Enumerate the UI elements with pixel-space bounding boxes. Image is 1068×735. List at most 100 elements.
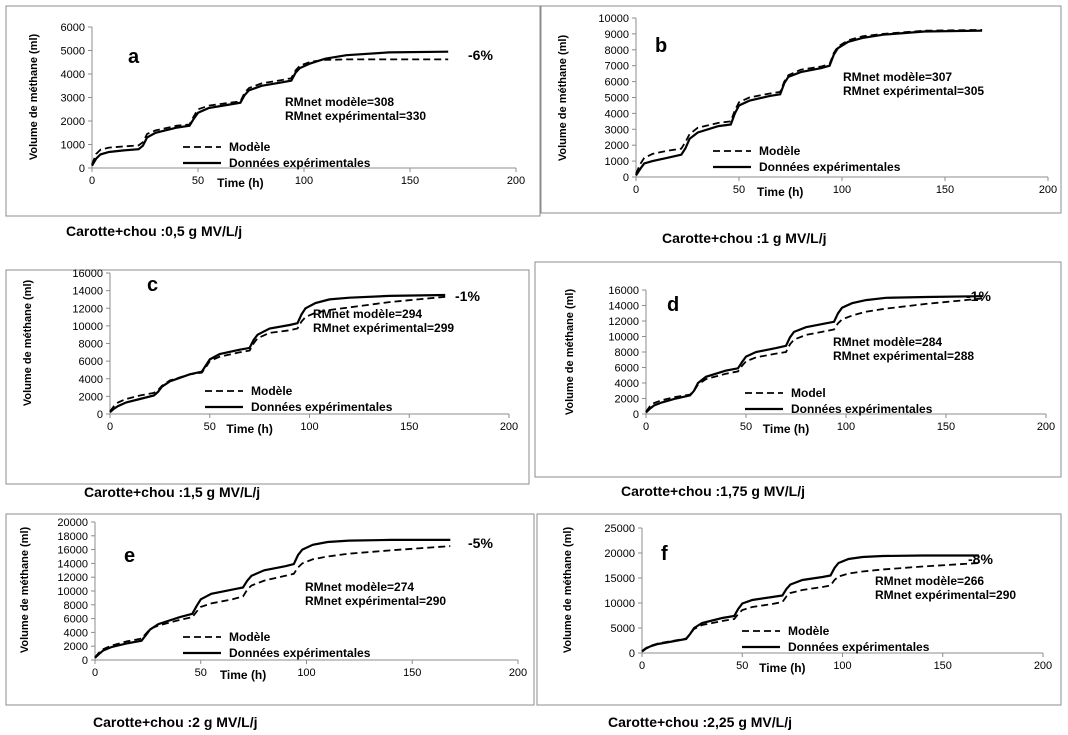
y-tick-label: 14000 <box>72 286 103 298</box>
series-line-experimental <box>94 538 451 659</box>
y-tick-label: 0 <box>633 409 639 421</box>
panel-f: 0 5000 10000 15000 20000 25000 0 50 100 150 200 Tim… <box>536 513 1062 706</box>
legend-label-model: Modèle <box>229 140 271 154</box>
x-tick-label: 200 <box>500 421 518 433</box>
y-axis-title: Volume de méthane (ml) <box>564 289 576 416</box>
x-tick-label: 150 <box>400 421 418 433</box>
y-tick-label: 8000 <box>615 347 639 359</box>
y-tick-label: 2000 <box>64 641 88 653</box>
y-tick-label: 3000 <box>605 124 629 136</box>
panel-e: 0200040006000800010000120001400016000180… <box>5 513 535 706</box>
x-axis-title: Time (h) <box>759 661 805 675</box>
y-tick-label: 0 <box>97 409 103 421</box>
y-tick-label: 25000 <box>604 523 635 535</box>
rmnet-model-label: RMnet modèle=284 <box>833 335 942 349</box>
legend-label-experimental: Données expérimentales <box>229 156 371 170</box>
y-axis-title: Volume de méthane (ml) <box>557 35 569 162</box>
legend-label-experimental: Données expérimentales <box>791 402 933 416</box>
y-tick-label: 5000 <box>611 623 635 635</box>
y-tick-label: 4000 <box>615 378 639 390</box>
y-tick-label: 2000 <box>605 140 629 152</box>
panel-caption: Carotte+chou :1,5 g MV/L/j <box>84 484 260 500</box>
y-tick-label: 2000 <box>615 394 639 406</box>
y-tick-label: 1000 <box>605 156 629 168</box>
x-axis-title: Time (h) <box>757 185 803 199</box>
y-tick-label: 8000 <box>605 45 629 57</box>
percent-difference-label: -1% <box>966 288 991 304</box>
y-tick-label: 10000 <box>72 321 103 333</box>
y-tick-label: 2000 <box>61 116 85 128</box>
x-tick-label: 200 <box>509 667 527 679</box>
y-axis-title: Volume de méthane (ml) <box>28 34 40 161</box>
x-tick-label: 100 <box>297 667 315 679</box>
series-line-experimental <box>645 295 983 414</box>
panel-letter: b <box>655 35 667 57</box>
legend-label-model: Modèle <box>788 624 830 638</box>
y-tick-label: 10000 <box>608 332 639 344</box>
y-tick-label: 16000 <box>608 285 639 297</box>
series-line-model <box>645 297 983 413</box>
rmnet-model-label: RMnet modèle=308 <box>285 95 394 109</box>
y-tick-label: 15000 <box>604 573 635 585</box>
y-tick-label: 12000 <box>57 572 88 584</box>
y-tick-label: 6000 <box>64 614 88 626</box>
series-line-model <box>91 58 449 165</box>
x-tick-label: 0 <box>643 421 649 433</box>
legend-label-model: Modèle <box>229 630 271 644</box>
y-tick-label: 12000 <box>608 316 639 328</box>
x-tick-label: 100 <box>295 175 313 187</box>
panel-letter: c <box>147 274 158 296</box>
x-axis-title: Time (h) <box>217 176 263 190</box>
y-tick-label: 5000 <box>61 46 85 58</box>
panel-letter: e <box>124 545 135 567</box>
panel-d: 0 2000 4000 6000 8000 10000 12000 14000 16000 0 50… <box>534 261 1062 478</box>
x-tick-label: 0 <box>107 421 113 433</box>
y-tick-label: 8000 <box>79 339 103 351</box>
panel-caption: Carotte+chou :0,5 g MV/L/j <box>66 223 242 239</box>
panel-letter: d <box>667 294 679 316</box>
panel-a: 0 1000 2000 3000 4000 5000 6000 0 50 100 150 200 Tim… <box>5 5 541 217</box>
rmnet-experimental-label: RMnet expérimental=299 <box>313 321 454 335</box>
y-tick-label: 6000 <box>605 77 629 89</box>
series-line-experimental <box>641 554 979 653</box>
x-axis-title: Time (h) <box>220 668 266 682</box>
legend-label-model: Modèle <box>251 384 293 398</box>
panel-letter: f <box>661 543 668 565</box>
x-tick-label: 50 <box>204 421 216 433</box>
legend-label-experimental: Données expérimentales <box>788 640 930 654</box>
x-axis-title: Time (h) <box>763 422 809 436</box>
panel-caption: Carotte+chou :1,75 g MV/L/j <box>621 483 805 499</box>
x-tick-label: 0 <box>92 667 98 679</box>
y-tick-label: 20000 <box>604 548 635 560</box>
y-axis-title: Volume de méthane (ml) <box>19 527 31 654</box>
y-tick-label: 10000 <box>57 586 88 598</box>
y-tick-label: 8000 <box>64 600 88 612</box>
y-tick-label: 0 <box>82 655 88 667</box>
panel-frame <box>5 269 530 485</box>
x-tick-label: 200 <box>1039 184 1057 196</box>
panel-caption: Carotte+chou :1 g MV/L/j <box>662 230 827 246</box>
series-line-model <box>94 545 451 658</box>
x-tick-label: 200 <box>1037 421 1055 433</box>
rmnet-model-label: RMnet modèle=307 <box>843 70 952 84</box>
x-tick-label: 100 <box>837 421 855 433</box>
percent-difference-label: -6% <box>468 47 493 63</box>
panel-caption: Carotte+chou :2 g MV/L/j <box>93 714 258 730</box>
y-tick-label: 14000 <box>608 301 639 313</box>
x-tick-label: 150 <box>403 667 421 679</box>
y-tick-label: 4000 <box>605 108 629 120</box>
x-tick-label: 100 <box>300 421 318 433</box>
y-tick-label: 5000 <box>605 93 629 105</box>
x-tick-label: 100 <box>833 184 851 196</box>
legend-label-experimental: Données expérimentales <box>229 646 371 660</box>
panel-b: 0100020003000400050006000700080009000100… <box>540 5 1062 214</box>
x-tick-label: 150 <box>934 660 952 672</box>
y-tick-label: 4000 <box>64 627 88 639</box>
y-axis-title: Volume de méthane (ml) <box>562 527 574 654</box>
y-tick-label: 6000 <box>79 356 103 368</box>
y-tick-label: 2000 <box>79 391 103 403</box>
panel-frame <box>536 513 1062 706</box>
y-tick-label: 6000 <box>61 22 85 34</box>
x-tick-label: 150 <box>401 175 419 187</box>
y-tick-label: 0 <box>623 172 629 184</box>
